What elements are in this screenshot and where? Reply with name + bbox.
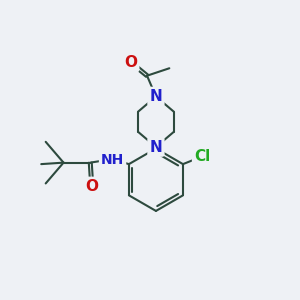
Text: N: N bbox=[150, 89, 162, 104]
Text: Cl: Cl bbox=[194, 149, 210, 164]
Text: NH: NH bbox=[101, 153, 124, 167]
Text: O: O bbox=[124, 55, 137, 70]
Text: O: O bbox=[85, 179, 98, 194]
Text: N: N bbox=[150, 140, 162, 154]
